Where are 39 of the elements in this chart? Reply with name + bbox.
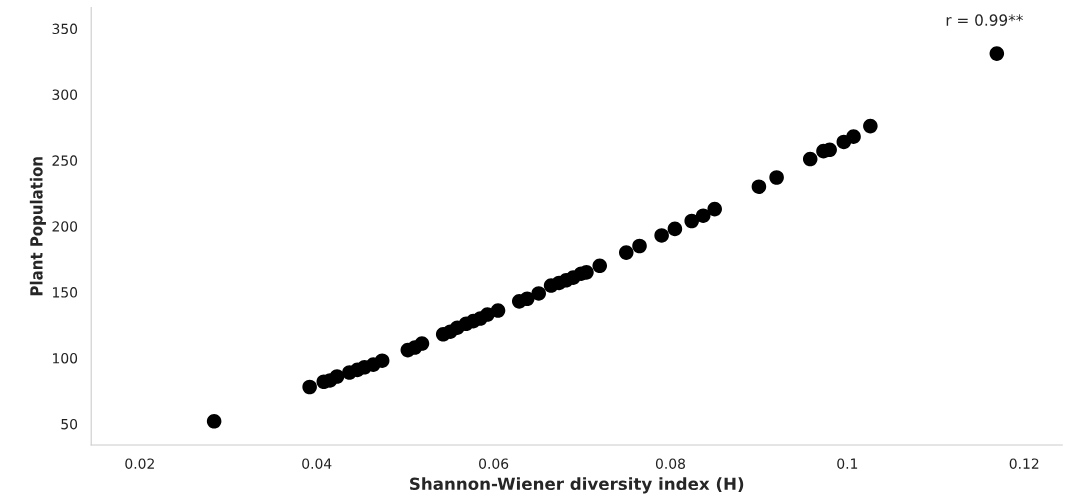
point: [863, 118, 878, 134]
x-axis-title: Shannon-Wiener diversity index (H): [410, 477, 744, 494]
y-tick-label: 250: [52, 155, 78, 166]
point: [802, 151, 818, 167]
point: [490, 303, 506, 318]
point: [667, 221, 683, 237]
point: [302, 379, 317, 395]
point: [846, 129, 861, 144]
point: [989, 46, 1005, 61]
x-tick-label: 0.1: [837, 458, 858, 469]
annotation: r = 0.99**: [946, 14, 1023, 26]
x-tick-label: 0.04: [302, 458, 332, 469]
point: [684, 213, 699, 229]
point: [654, 228, 669, 243]
y-axis-title: Plant Population: [29, 157, 46, 296]
point: [329, 369, 345, 384]
y-tick-label: 350: [52, 23, 78, 35]
point: [592, 258, 608, 274]
point: [751, 179, 767, 194]
point: [206, 414, 222, 429]
x-tick-label: 0.06: [479, 458, 509, 469]
point: [414, 336, 430, 351]
point: [519, 291, 535, 307]
point: [707, 201, 722, 217]
y-tick-label: 300: [52, 89, 78, 100]
point: [618, 245, 634, 260]
point: [374, 353, 390, 368]
y-tick-label: 150: [53, 287, 78, 298]
x-tick-label: 0.12: [1009, 458, 1039, 469]
y-tick-label: 200: [52, 221, 78, 232]
y-tick-label: 50: [61, 418, 78, 430]
point: [579, 265, 594, 280]
x-tick-label: 0.08: [655, 458, 685, 469]
point: [769, 170, 784, 185]
point: [531, 286, 546, 301]
point: [632, 238, 647, 254]
point: [695, 208, 711, 223]
x-tick-label: 0.02: [125, 458, 154, 469]
y-tick-label: 100: [53, 353, 78, 364]
